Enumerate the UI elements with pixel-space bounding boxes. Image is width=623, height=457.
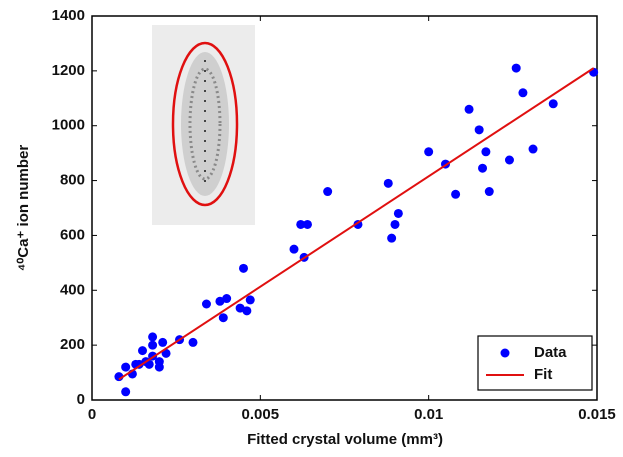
- data-point: [484, 187, 494, 197]
- data-point: [478, 163, 488, 173]
- data-point: [242, 306, 252, 316]
- data-point: [390, 219, 400, 229]
- data-point: [289, 244, 299, 254]
- data-point: [188, 337, 198, 347]
- x-axis-label: Fitted crystal volume (mm³): [247, 431, 443, 448]
- y-tick-label: 400: [60, 281, 85, 298]
- data-point: [474, 125, 484, 135]
- x-tick-label: 0.015: [578, 406, 616, 423]
- y-tick-label: 200: [60, 336, 85, 353]
- data-point: [245, 295, 255, 305]
- data-point: [528, 144, 538, 154]
- data-point: [464, 104, 474, 114]
- data-point: [121, 387, 131, 397]
- data-point: [481, 147, 491, 157]
- legend-label: Fit: [534, 366, 552, 383]
- data-point: [222, 294, 232, 304]
- data-point: [383, 178, 393, 188]
- data-point: [215, 296, 225, 306]
- data-point: [296, 219, 306, 229]
- data-point: [323, 187, 333, 197]
- data-point: [148, 332, 158, 342]
- y-tick-label: 1400: [52, 7, 85, 24]
- y-tick-label: 1000: [52, 117, 85, 134]
- data-point: [158, 337, 168, 347]
- legend-label: Data: [534, 344, 567, 361]
- x-tick-label: 0: [88, 406, 96, 423]
- data-point: [518, 88, 528, 98]
- legend-swatch: [500, 348, 510, 358]
- data-point: [201, 299, 211, 309]
- y-tick-label: 0: [77, 391, 85, 408]
- data-point: [154, 357, 164, 367]
- inset-fit-ellipse: [171, 41, 239, 207]
- data-point: [387, 233, 397, 243]
- x-tick-label: 0.005: [242, 406, 280, 423]
- data-point: [239, 263, 248, 273]
- plot-frame: [91, 15, 598, 401]
- data-point: [451, 189, 461, 199]
- inset-crystal: [181, 52, 229, 196]
- y-axis-label: ⁴⁰Ca⁺ ion number: [15, 145, 32, 272]
- data-point: [393, 208, 403, 218]
- legend: Data Fit: [477, 335, 593, 391]
- data-point: [138, 346, 147, 356]
- y-tick-label: 1200: [52, 62, 85, 79]
- inset-shell: [188, 67, 222, 181]
- data-point: [504, 155, 514, 165]
- data-point: [424, 147, 434, 157]
- y-tick-label: 600: [60, 226, 85, 243]
- data-point: [121, 362, 131, 372]
- x-tick-label: 0.01: [414, 406, 443, 423]
- fit-line: [118, 67, 595, 381]
- data-point: [302, 219, 312, 229]
- data-point: [511, 63, 521, 73]
- inset-image: [152, 25, 255, 225]
- data-point: [235, 303, 245, 313]
- data-point: [548, 99, 558, 109]
- data-point: [218, 313, 228, 323]
- data-point: [148, 340, 158, 350]
- y-tick-label: 800: [60, 172, 85, 189]
- legend-box: [477, 335, 593, 391]
